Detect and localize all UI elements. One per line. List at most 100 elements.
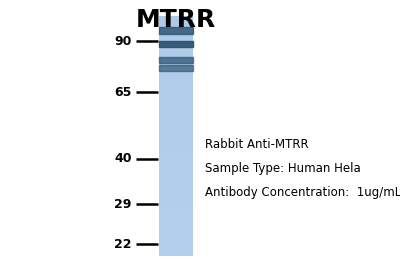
Text: 29: 29 [114, 198, 132, 211]
Bar [159, 120, 193, 122]
Bar [159, 112, 193, 114]
Bar [159, 74, 193, 76]
Bar [159, 48, 193, 50]
Bar [159, 98, 193, 100]
Text: 90: 90 [114, 35, 132, 48]
Bar [159, 218, 193, 220]
Bar [159, 106, 193, 108]
Bar [159, 212, 193, 214]
Bar [159, 164, 193, 166]
Text: Sample Type: Human Hela: Sample Type: Human Hela [205, 162, 361, 175]
Bar [159, 146, 193, 148]
Bar [159, 84, 193, 86]
Text: MTRR: MTRR [136, 8, 216, 32]
Bar [159, 64, 193, 66]
Bar [159, 168, 193, 170]
Bar [159, 244, 193, 246]
Bar [159, 254, 193, 256]
Bar [159, 142, 193, 144]
Bar [159, 44, 193, 46]
Bar [159, 220, 193, 222]
Bar [159, 186, 193, 188]
Bar [159, 76, 193, 78]
Bar [159, 108, 193, 110]
Bar [159, 118, 193, 120]
Bar [159, 188, 193, 190]
Bar [159, 190, 193, 192]
Bar [159, 228, 193, 230]
Bar [159, 40, 193, 42]
Bar [159, 214, 193, 216]
Bar [159, 238, 193, 240]
Text: 65: 65 [114, 86, 132, 99]
Text: Rabbit Anti-MTRR: Rabbit Anti-MTRR [205, 138, 309, 151]
Bar [159, 46, 193, 48]
Bar [159, 250, 193, 252]
Bar [159, 96, 193, 98]
Bar [159, 252, 193, 254]
Bar [159, 184, 193, 186]
Bar [159, 152, 193, 154]
Bar [159, 134, 193, 136]
Bar [159, 232, 193, 234]
Bar [159, 216, 193, 218]
Bar [159, 248, 193, 250]
Bar [159, 180, 193, 182]
Bar [159, 166, 193, 168]
Bar [159, 124, 193, 126]
Bar [159, 102, 193, 104]
Bar [159, 78, 193, 80]
Bar [159, 162, 193, 164]
Bar [159, 178, 193, 180]
Bar [159, 58, 193, 60]
Bar [159, 27, 193, 34]
Bar [159, 242, 193, 244]
Bar [159, 174, 193, 176]
Bar [159, 194, 193, 196]
Bar [159, 72, 193, 74]
Bar [159, 198, 193, 200]
Bar [159, 136, 193, 138]
Bar [159, 86, 193, 88]
Bar [159, 116, 193, 118]
Bar [159, 20, 193, 22]
Bar [159, 122, 193, 124]
Bar [159, 240, 193, 242]
Bar [159, 138, 193, 140]
Bar [159, 192, 193, 194]
Bar [159, 114, 193, 116]
Bar [159, 150, 193, 152]
Bar [159, 80, 193, 82]
Bar [159, 82, 193, 84]
Text: 40: 40 [114, 152, 132, 165]
Bar [159, 70, 193, 72]
Bar [159, 90, 193, 92]
Bar [159, 65, 193, 71]
Bar [159, 176, 193, 178]
Bar [159, 34, 193, 36]
Bar [159, 170, 193, 172]
Bar [159, 128, 193, 130]
Bar [159, 234, 193, 236]
Bar [159, 130, 193, 132]
Bar [159, 222, 193, 224]
Bar [159, 38, 193, 40]
Bar [159, 156, 193, 158]
Bar [159, 42, 193, 44]
Bar [159, 16, 193, 18]
Bar [159, 200, 193, 202]
Bar [159, 236, 193, 238]
Bar [159, 224, 193, 226]
Bar [159, 154, 193, 156]
Bar [159, 18, 193, 20]
Bar [159, 88, 193, 90]
Bar [159, 208, 193, 210]
Bar [159, 52, 193, 54]
Bar [159, 24, 193, 26]
Bar [159, 60, 193, 62]
Bar [159, 62, 193, 64]
Bar [159, 246, 193, 248]
Bar [159, 140, 193, 142]
Bar [159, 158, 193, 160]
Bar [159, 100, 193, 102]
